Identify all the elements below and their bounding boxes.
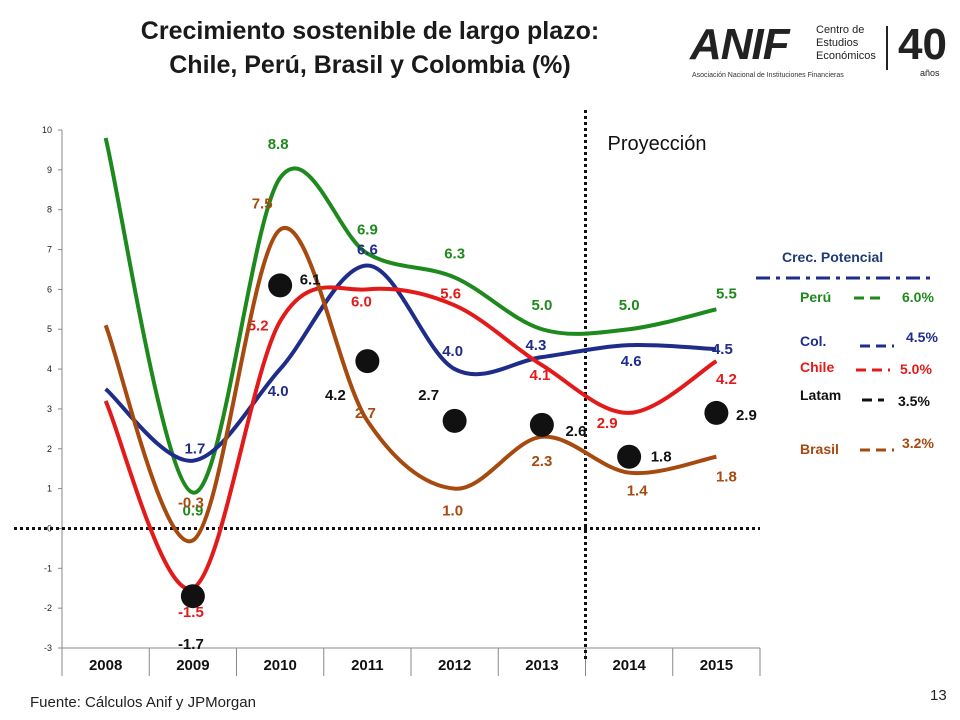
y-tick-label: 6 [47, 284, 52, 294]
y-tick-label: 10 [42, 125, 52, 135]
legend-value-brasil: 3.2% [902, 435, 934, 451]
data-label-per-2013: 5.0 [531, 297, 552, 314]
y-tick-label: -2 [44, 603, 52, 613]
data-label-chile-2013: 4.1 [529, 367, 550, 384]
anif-logo: ANIF Asociación Nacional de Institucione… [690, 6, 952, 86]
logo-center-line-1: Centro de [816, 24, 865, 36]
data-label-latam-2015: 2.9 [736, 407, 757, 424]
data-label-per-2012: 6.3 [444, 245, 465, 262]
data-label-brasil-2013: 2.3 [531, 453, 552, 470]
legend-value-col: 4.5% [906, 329, 938, 345]
y-tick-label: 1 [47, 484, 52, 494]
logo-center-line-3: Económicos [816, 50, 876, 62]
x-tick-label: 2013 [525, 657, 558, 674]
legend-name-latam: Latam [800, 387, 841, 403]
logo-center-line-2: Estudios [816, 37, 859, 49]
data-label-latam-2010: 6.1 [300, 271, 321, 288]
series-line-col [104, 263, 717, 463]
x-tick-label: 2008 [89, 657, 122, 674]
data-label-latam-2014: 1.8 [651, 449, 672, 466]
source-note: Fuente: Cálculos Anif y JPMorgan [30, 694, 256, 711]
data-label-chile-2010: 5.2 [248, 317, 269, 334]
data-label-brasil-2012: 1.0 [442, 503, 463, 520]
data-label-latam-2013: 2.6 [565, 423, 586, 440]
data-label-latam-2012: 2.7 [418, 387, 439, 404]
data-label-brasil-2014: 1.4 [627, 483, 649, 500]
series-line-per [103, 137, 717, 495]
logo-center-text: Centro de Estudios Económicos [816, 24, 876, 63]
data-label-col-2011: 6.6 [357, 241, 378, 258]
logo-anniversary: 40 [898, 20, 947, 69]
data-label-per-2014: 5.0 [619, 297, 640, 314]
data-label-brasil-2010: 7.5 [252, 196, 273, 213]
y-tick-label: 9 [47, 165, 52, 175]
data-label-per-2011: 6.9 [357, 222, 378, 239]
legend-name-chile: Chile [800, 359, 834, 375]
y-tick-label: 2 [47, 444, 52, 454]
legend-name-col: Col. [800, 333, 826, 349]
legend-title: Crec. Potencial [782, 249, 883, 265]
data-label-per-2009: 0.9 [182, 503, 203, 520]
page-number: 13 [930, 687, 947, 704]
legend-value-latam: 3.5% [898, 393, 930, 409]
data-label-col-2010: 4.0 [268, 383, 289, 400]
y-tick-label: -3 [44, 643, 52, 653]
latam-point-2014 [617, 444, 642, 469]
data-label-brasil-2015: 1.8 [716, 469, 737, 486]
data-label-chile-2014: 2.9 [597, 415, 618, 432]
y-tick-label: 7 [47, 245, 52, 255]
data-label-col-2009: 1.7 [184, 441, 205, 458]
x-tick-label: 2011 [351, 657, 384, 674]
latam-point-2011 [355, 349, 380, 374]
data-label-latam-2011: 4.2 [325, 387, 346, 404]
series-line-chile [103, 285, 718, 591]
data-label-chile-2009: -1.5 [178, 604, 204, 621]
y-tick-label: 0 [47, 523, 52, 533]
chart-title: Crecimiento sostenible de largo plazo: C… [60, 14, 680, 82]
y-tick-label: 3 [47, 404, 52, 414]
logo-anniversary-sub: años [920, 68, 940, 78]
data-label-per-2015: 5.5 [716, 285, 737, 302]
latam-point-2010 [268, 273, 293, 298]
data-label-chile-2011: 6.0 [351, 293, 372, 310]
title-line-2: Chile, Perú, Brasil y Colombia (%) [169, 51, 571, 79]
latam-point-2009 [180, 584, 205, 609]
data-label-col-2015: 4.5 [712, 341, 733, 358]
logo-brand: ANIF [690, 20, 790, 69]
x-tick-label: 2010 [263, 657, 296, 674]
data-label-chile-2015: 4.2 [716, 371, 737, 388]
data-label-brasil-2011: 2.7 [355, 405, 376, 422]
latam-point-2012 [442, 408, 467, 433]
legend-name-per: Perú [800, 289, 831, 305]
data-label-col-2012: 4.0 [442, 343, 463, 360]
data-label-latam-2009: -1.7 [178, 636, 204, 653]
logo-subtitle: Asociación Nacional de Instituciones Fin… [692, 72, 844, 79]
y-tick-label: 5 [47, 324, 52, 334]
x-tick-label: 2015 [700, 657, 733, 674]
y-tick-label: -1 [44, 563, 52, 573]
data-label-brasil-2009: -0.3 [178, 494, 204, 511]
legend-value-chile: 5.0% [900, 361, 932, 377]
y-tick-label: 8 [47, 205, 52, 215]
data-label-per-2010: 8.8 [268, 136, 289, 153]
legend-name-brasil: Brasil [800, 441, 839, 457]
data-label-chile-2012: 5.6 [440, 285, 461, 302]
latam-point-2013 [529, 412, 554, 437]
latam-point-2015 [704, 400, 729, 425]
projection-label: Proyección [608, 133, 707, 155]
title-line-1: Crecimiento sostenible de largo plazo: [140, 17, 600, 45]
series-line-brasil [103, 225, 717, 544]
x-tick-label: 2009 [176, 657, 209, 674]
x-tick-label: 2012 [438, 657, 471, 674]
legend-value-per: 6.0% [902, 289, 934, 305]
data-label-col-2013: 4.3 [525, 337, 546, 354]
logo-divider [886, 26, 888, 70]
y-tick-label: 4 [47, 364, 52, 374]
data-label-col-2014: 4.6 [621, 353, 642, 370]
x-tick-label: 2014 [612, 657, 646, 674]
